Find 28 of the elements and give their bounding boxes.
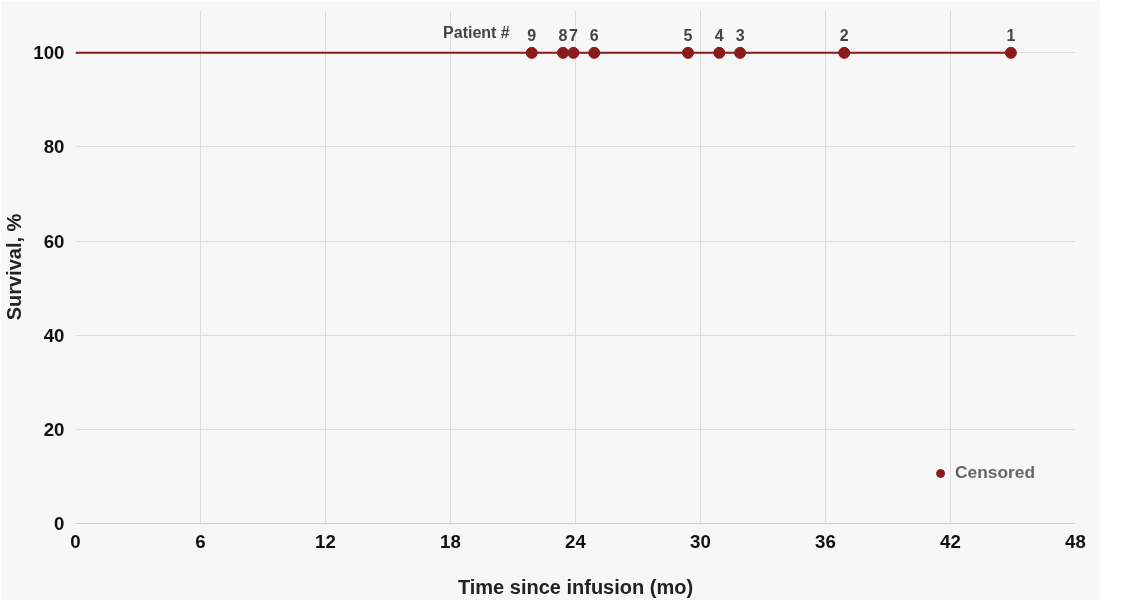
annotation: 2 xyxy=(839,26,849,44)
x-tick-label: 48 xyxy=(1065,530,1086,552)
annotation: 3 xyxy=(735,26,745,44)
x-tick-label: 12 xyxy=(315,530,336,552)
x-tick-label: 36 xyxy=(815,530,836,552)
y-tick-label: 100 xyxy=(33,42,65,64)
annotation: 5 xyxy=(683,26,693,44)
text: Patient # xyxy=(443,23,510,41)
y-axis-title: Survival, % xyxy=(3,213,26,321)
x-tick-label: 0 xyxy=(70,530,81,552)
x-tick-label: 30 xyxy=(690,530,711,552)
x-tick-label: 42 xyxy=(940,530,961,552)
annotation: 9 xyxy=(527,26,537,44)
annotation: 8 xyxy=(558,26,568,44)
y-tick-label: 0 xyxy=(54,513,65,534)
y-tick-label: 40 xyxy=(43,324,65,346)
annotation: 7 xyxy=(568,26,578,44)
x-axis-title: Time since infusion (mo) xyxy=(457,575,694,598)
y-tick-label: 80 xyxy=(43,136,65,158)
y-tick-label: 20 xyxy=(43,418,65,440)
x-tick-label: 24 xyxy=(565,530,587,552)
annotation: 4 xyxy=(714,26,724,44)
annotation: 1 xyxy=(1006,26,1016,44)
x-tick-label: 18 xyxy=(440,530,461,552)
y-tick-label: 60 xyxy=(43,230,65,252)
annotation: 6 xyxy=(589,26,599,44)
legend-label: Censored xyxy=(955,462,1035,483)
x-tick-label: 6 xyxy=(195,530,206,552)
